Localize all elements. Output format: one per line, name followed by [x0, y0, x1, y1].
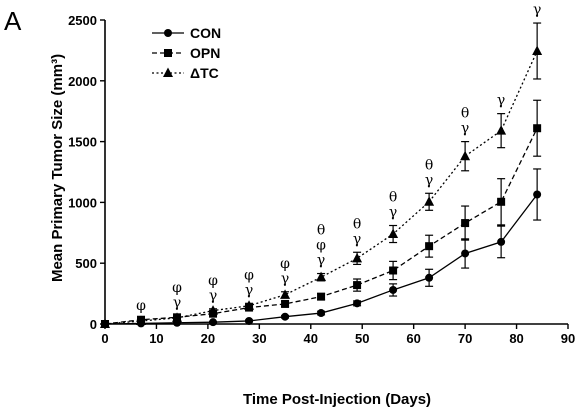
- plot-area: 0 10 20 30 40 50 60 70 80 90 0 500 1000 1500 2000 2500 φ…: [68, 2, 575, 346]
- data-point: [280, 289, 291, 299]
- data-point: [389, 285, 398, 294]
- data-point: [317, 292, 326, 301]
- legend-label: CON: [190, 25, 221, 41]
- data-point: [136, 315, 147, 325]
- y-tick-label: 1500: [68, 135, 97, 150]
- y-tick-label: 2500: [68, 13, 97, 28]
- legend-swatch-marker: [164, 29, 172, 37]
- data-point: [461, 249, 470, 258]
- x-tick-label: 30: [252, 331, 266, 346]
- y-axis-title: Mean Primary Tumor Size (mm³): [49, 54, 66, 282]
- significance-marker: γ: [245, 282, 253, 298]
- data-point: [496, 125, 507, 135]
- data-point: [533, 190, 542, 199]
- significance-marker: γ: [425, 172, 433, 188]
- data-point: [353, 299, 362, 308]
- x-tick-label: 10: [149, 331, 163, 346]
- significance-marker: θ: [425, 157, 433, 173]
- legend: CON OPN ΔTC: [152, 25, 221, 81]
- data-point: [460, 150, 471, 161]
- data-point: [461, 219, 470, 228]
- significance-marker: γ: [353, 231, 361, 247]
- y-tick-label: 0: [90, 317, 97, 332]
- data-point: [353, 281, 362, 290]
- significance-marker: γ: [533, 2, 541, 18]
- significance-marker: γ: [209, 288, 217, 304]
- significance-marker: γ: [497, 93, 505, 109]
- data-point: [281, 312, 290, 321]
- data-point: [532, 45, 543, 56]
- data-point: [497, 197, 506, 206]
- x-tick-label: 0: [101, 331, 108, 346]
- significance-marker: φ: [172, 280, 182, 296]
- data-point: [352, 252, 363, 263]
- y-tick-label: 2000: [68, 74, 97, 89]
- x-tick-label: 50: [355, 331, 369, 346]
- significance-marker: φ: [280, 256, 290, 272]
- significance-marker: θ: [461, 106, 469, 122]
- data-point: [425, 273, 434, 282]
- significance-marker: θ: [389, 190, 397, 206]
- data-point: [208, 305, 219, 315]
- data-point: [316, 271, 327, 282]
- significance-marker: γ: [173, 295, 181, 311]
- x-tick-label: 40: [304, 331, 318, 346]
- data-point: [281, 299, 290, 308]
- significance-marker: θ: [353, 216, 361, 232]
- significance-marker: φ: [316, 238, 326, 254]
- legend-label: OPN: [190, 45, 220, 61]
- data-point: [172, 312, 183, 322]
- significance-marker: φ: [208, 273, 218, 289]
- x-tick-label: 60: [406, 331, 420, 346]
- data-point: [317, 309, 326, 318]
- x-tick-label: 80: [509, 331, 523, 346]
- legend-swatch-marker: [163, 67, 173, 77]
- legend-label: ΔTC: [190, 65, 219, 81]
- significance-marker: θ: [317, 223, 325, 239]
- significance-marker: γ: [317, 253, 325, 269]
- data-point: [100, 318, 110, 328]
- data-point: [497, 237, 506, 246]
- data-point: [244, 300, 255, 310]
- data-point: [424, 196, 435, 206]
- legend-swatch-marker: [164, 49, 172, 57]
- data-point: [389, 266, 398, 275]
- x-tick-label: 70: [458, 331, 472, 346]
- data-point: [209, 318, 218, 327]
- x-axis-title: Time Post-Injection (Days): [243, 391, 431, 408]
- series-2: [100, 22, 543, 328]
- data-point: [533, 124, 542, 133]
- y-tick-label: 1000: [68, 195, 97, 210]
- panel-label: A: [4, 6, 22, 36]
- significance-marker: γ: [281, 271, 289, 287]
- data-point: [388, 228, 399, 239]
- data-point: [425, 242, 434, 251]
- significance-marker: γ: [461, 121, 469, 137]
- series-1: [101, 99, 542, 328]
- significance-marker: φ: [244, 267, 254, 283]
- series-line: [104, 50, 538, 325]
- x-tick-label: 90: [561, 331, 575, 346]
- y-tick-label: 500: [75, 256, 97, 271]
- x-tick-label: 20: [201, 331, 215, 346]
- significance-marker: φ: [136, 298, 146, 314]
- data-point: [245, 316, 254, 325]
- significance-marker: γ: [389, 205, 397, 221]
